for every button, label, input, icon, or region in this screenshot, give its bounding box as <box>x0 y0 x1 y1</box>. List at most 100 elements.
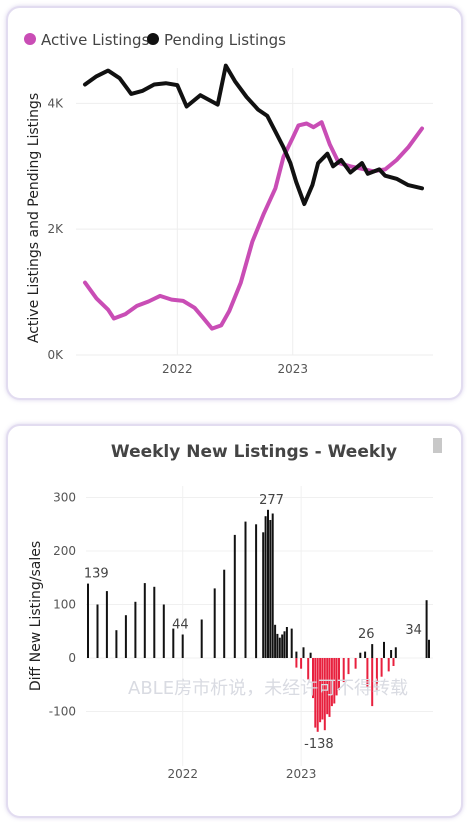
bar <box>278 637 281 658</box>
scrollbar-handle[interactable] <box>433 438 442 453</box>
y-tick-label: 2K <box>47 222 64 236</box>
pending-listings-line <box>83 63 424 206</box>
weekly-bar-chart: Weekly New Listings - Weekly Diff New Li… <box>28 438 442 782</box>
data-label: -138 <box>304 737 334 752</box>
bar <box>364 651 367 658</box>
x-tick-label: 2022 <box>167 767 198 781</box>
axis-ticks: 0K 2K 4K 2022 2023 <box>47 96 308 376</box>
bar <box>200 619 203 658</box>
bar <box>354 658 357 669</box>
bar <box>143 583 146 658</box>
data-label: 44 <box>172 617 189 632</box>
bar <box>392 658 395 666</box>
y-tick-label: 300 <box>53 491 76 505</box>
data-labels: 139 44 277 -138 26 34 <box>84 493 422 752</box>
y-tick-label: 200 <box>53 544 76 558</box>
bar <box>390 650 393 658</box>
listings-chart-card: Active Listings Pending Listings Active … <box>6 6 463 400</box>
active-listings-line <box>83 120 424 331</box>
bar <box>271 513 274 658</box>
bar <box>371 658 374 707</box>
bar <box>124 615 127 658</box>
y-tick-label: 0K <box>47 348 64 362</box>
bar <box>321 658 324 720</box>
watermark: ABLE房市析说，未经许可不得转载 <box>128 678 408 699</box>
bar <box>380 658 383 677</box>
bar <box>87 583 89 658</box>
bar <box>213 588 216 658</box>
bar <box>295 658 298 668</box>
bar <box>326 658 329 715</box>
bar <box>394 647 397 658</box>
bar <box>309 652 312 658</box>
bars <box>87 509 430 732</box>
legend-pending-label: Pending Listings <box>164 31 286 49</box>
bar <box>153 586 156 658</box>
chart-title: Weekly New Listings - Weekly <box>111 442 397 462</box>
y-tick-label: 4K <box>47 96 64 110</box>
bar <box>233 534 236 658</box>
x-tick-label: 2023 <box>277 362 308 376</box>
bar <box>347 658 350 675</box>
bar <box>387 658 390 672</box>
listings-line-chart: Active Listings Pending Listings Active … <box>24 31 433 376</box>
bar <box>264 516 267 658</box>
bar <box>267 509 269 658</box>
bar <box>255 524 258 659</box>
bar <box>96 604 99 658</box>
data-label: 139 <box>84 567 109 582</box>
bar <box>319 658 322 723</box>
y-axis-title: Active Listings and Pending Listings <box>26 93 42 343</box>
legend-active-marker <box>24 33 36 45</box>
bar <box>366 658 369 688</box>
bar <box>300 658 303 669</box>
bar <box>323 658 326 731</box>
bar <box>134 601 137 658</box>
bar <box>338 658 340 691</box>
bar <box>244 521 247 658</box>
x-tick-label: 2022 <box>162 362 193 376</box>
bar <box>312 658 314 699</box>
bar <box>285 627 288 658</box>
bar <box>335 658 338 696</box>
data-label: 26 <box>358 627 375 642</box>
axis-ticks: 300 200 100 0 -100 2022 2023 <box>49 491 317 782</box>
bar <box>314 658 317 728</box>
bar <box>283 631 286 659</box>
data-label: 277 <box>259 493 284 508</box>
bar <box>295 651 298 658</box>
bar <box>383 641 385 658</box>
bar <box>290 628 293 658</box>
weekly-listings-chart-card: Weekly New Listings - Weekly Diff New Li… <box>6 424 463 818</box>
bar <box>307 658 310 680</box>
bar <box>333 658 336 704</box>
bar <box>359 652 362 658</box>
bar <box>115 630 118 658</box>
bar <box>172 628 175 658</box>
legend-pending-marker <box>147 33 159 45</box>
bar <box>375 658 378 691</box>
y-tick-label: 100 <box>53 598 76 612</box>
bar <box>328 658 331 717</box>
bar <box>342 658 345 683</box>
bar <box>262 532 265 658</box>
bar <box>181 634 184 658</box>
x-tick-label: 2023 <box>286 767 317 781</box>
bar <box>428 639 430 658</box>
gridlines <box>86 486 433 766</box>
y-tick-label: -100 <box>49 705 76 719</box>
bar <box>281 634 284 658</box>
bar <box>105 591 108 658</box>
bar <box>274 624 277 658</box>
bar <box>276 633 279 658</box>
bar <box>269 520 272 658</box>
series-lines <box>83 63 424 331</box>
bar <box>330 658 333 707</box>
bar <box>162 604 165 658</box>
bar <box>223 569 226 658</box>
y-tick-label: 0 <box>68 651 76 665</box>
bar <box>316 658 319 732</box>
data-label: 34 <box>405 623 422 638</box>
bar <box>425 600 428 658</box>
y-axis-title: Diff New Listing/sales <box>28 541 44 691</box>
